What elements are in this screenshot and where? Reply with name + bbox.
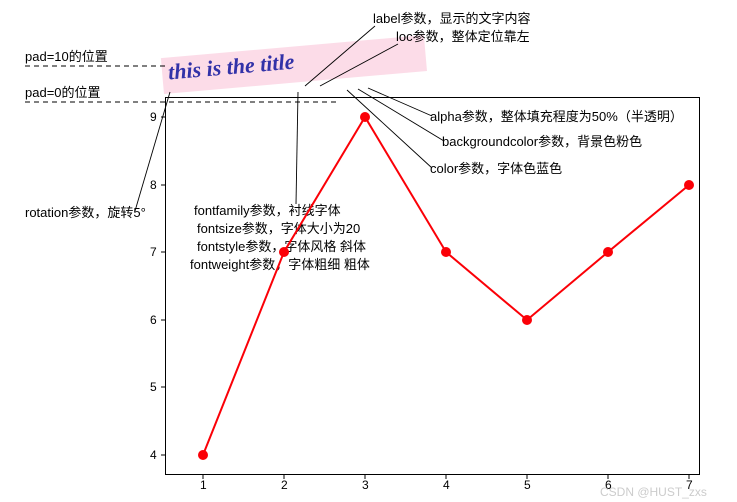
annot-color-param: color参数，字体色蓝色 (430, 162, 562, 177)
xtick-1: 1 (200, 478, 207, 492)
xtick-2: 2 (281, 478, 288, 492)
annot-alpha-param: alpha参数，整体填充程度为50%（半透明） (430, 110, 683, 125)
ytick-9: 9 (150, 110, 157, 124)
annot-fontweight-param: fontweight参数，字体粗细 粗体 (190, 258, 370, 273)
pad0-label: pad=0的位置 (25, 86, 101, 101)
annot-rotation-param: rotation参数，旋转5° (25, 206, 146, 221)
ytick-6: 6 (150, 313, 157, 327)
xtick-4: 4 (443, 478, 450, 492)
ytick-7: 7 (150, 245, 157, 259)
chart-title: this is the title (161, 35, 427, 94)
pad10-label: pad=10的位置 (25, 50, 108, 65)
annot-loc-param: loc参数，整体定位靠左 (396, 30, 530, 45)
ytick-8: 8 (150, 178, 157, 192)
annot-fontstyle-param: fontstyle参数，字体风格 斜体 (197, 240, 366, 255)
annot-label-param: label参数，显示的文字内容 (373, 12, 530, 27)
xtick-5: 5 (524, 478, 531, 492)
watermark: CSDN @HUST_zxs (600, 485, 707, 499)
ytick-5: 5 (150, 380, 157, 394)
xtick-3: 3 (362, 478, 369, 492)
annot-fontfamily-param: fontfamily参数，衬线字体 (194, 204, 341, 219)
ytick-4: 4 (150, 448, 157, 462)
plot-frame (165, 97, 700, 475)
annot-backgroundcolor-param: backgroundcolor参数，背景色粉色 (442, 135, 642, 150)
annot-fontsize-param: fontsize参数，字体大小为20 (197, 222, 360, 237)
